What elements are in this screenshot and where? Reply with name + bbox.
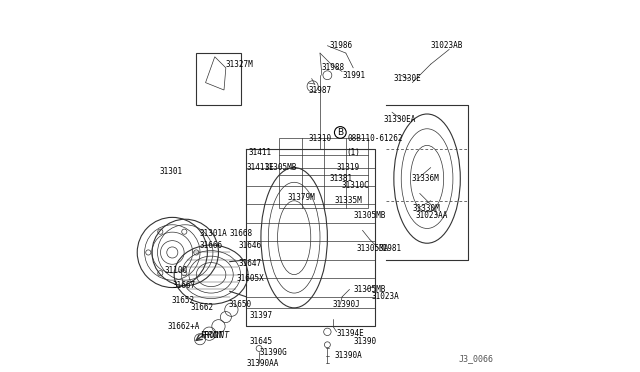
Text: 31023AA: 31023AA <box>416 211 449 220</box>
Bar <box>196 53 241 105</box>
Text: 31305MA: 31305MA <box>357 244 389 253</box>
Text: 31301A: 31301A <box>199 230 227 238</box>
Text: FRONT: FRONT <box>200 331 223 340</box>
Text: 31336M: 31336M <box>412 174 439 183</box>
Text: 31390J: 31390J <box>333 300 361 309</box>
Text: 31305MB: 31305MB <box>354 285 387 294</box>
Text: 31666: 31666 <box>199 241 222 250</box>
Text: 31647: 31647 <box>238 259 261 268</box>
Text: 31390: 31390 <box>354 337 377 346</box>
Text: 31394E: 31394E <box>337 329 364 338</box>
Text: 31390A: 31390A <box>335 351 362 360</box>
Bar <box>280 138 368 208</box>
Text: FRONT: FRONT <box>204 331 230 340</box>
Text: 31668: 31668 <box>230 230 253 238</box>
Text: 31327M: 31327M <box>226 60 253 69</box>
Text: 31397: 31397 <box>250 311 273 320</box>
Text: 31319: 31319 <box>337 163 360 172</box>
Text: 31991: 31991 <box>342 71 365 80</box>
Text: 31390AA: 31390AA <box>246 359 278 368</box>
Text: 31652: 31652 <box>172 296 195 305</box>
Text: B: B <box>337 128 344 137</box>
Text: 31335M: 31335M <box>334 196 362 205</box>
Text: 31986: 31986 <box>329 41 353 50</box>
Text: 31981: 31981 <box>378 244 401 253</box>
Text: 31305MB: 31305MB <box>354 211 387 220</box>
Text: 08B110-61262: 08B110-61262 <box>348 134 403 142</box>
Text: 31381: 31381 <box>330 174 353 183</box>
Text: 31023A: 31023A <box>372 292 399 301</box>
Text: J3_0066: J3_0066 <box>458 354 493 363</box>
Text: 31330E: 31330E <box>393 74 421 83</box>
Text: 31301: 31301 <box>159 167 182 176</box>
Text: 31390G: 31390G <box>259 348 287 357</box>
Text: 31988: 31988 <box>322 63 345 72</box>
Text: 31330EA: 31330EA <box>384 115 416 124</box>
Text: 31411E: 31411E <box>247 163 275 172</box>
Text: 31987: 31987 <box>308 86 332 94</box>
Text: (1): (1) <box>347 148 360 157</box>
Text: 31662: 31662 <box>190 303 213 312</box>
Text: 31100: 31100 <box>165 266 188 275</box>
Text: 31379M: 31379M <box>288 193 316 202</box>
Text: 31305MB: 31305MB <box>264 163 297 172</box>
Text: 31411: 31411 <box>248 148 271 157</box>
Text: 31605X: 31605X <box>237 274 265 283</box>
Text: 31310C: 31310C <box>341 182 369 190</box>
Text: 31310: 31310 <box>308 134 332 142</box>
Text: 31646: 31646 <box>239 241 262 250</box>
Text: 31662+A: 31662+A <box>168 322 200 331</box>
Text: 31650: 31650 <box>228 300 252 309</box>
Text: 31023AB: 31023AB <box>431 41 463 50</box>
Text: 31330M: 31330M <box>412 203 440 213</box>
Text: 31645: 31645 <box>250 337 273 346</box>
Text: 31667: 31667 <box>172 281 195 290</box>
